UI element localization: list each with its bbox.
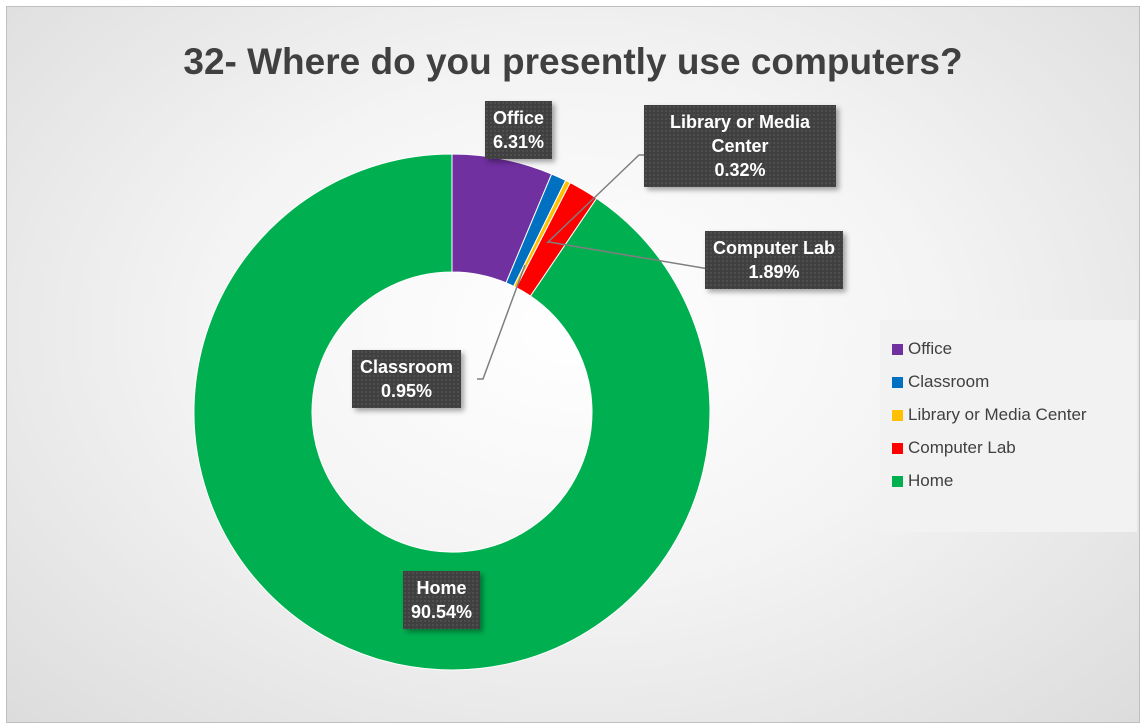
legend-label-home: Home bbox=[908, 471, 954, 490]
label-classroom-value: 0.95% bbox=[381, 381, 433, 401]
legend-item-library: Library or Media Center bbox=[880, 403, 1137, 427]
label-library-name: Library or Media Center bbox=[669, 112, 811, 156]
label-computer-lab-value: 1.89% bbox=[748, 262, 800, 282]
label-home-value: 90.54% bbox=[411, 602, 473, 622]
label-library-value: 0.32% bbox=[714, 160, 766, 180]
label-computer-lab-name: Computer Lab bbox=[713, 238, 836, 258]
leader-line-classroom bbox=[477, 264, 526, 380]
legend-label-classroom: Classroom bbox=[908, 372, 990, 391]
legend: Office Classroom Library or Media Center… bbox=[880, 320, 1137, 532]
legend-label-library: Library or Media Center bbox=[908, 405, 1087, 424]
legend-item-classroom: Classroom bbox=[880, 370, 1137, 394]
data-label-classroom: Classroom 0.95% bbox=[352, 350, 462, 408]
label-classroom-name: Classroom bbox=[360, 357, 454, 377]
chart-title: 32- Where do you presently use computers… bbox=[183, 41, 963, 82]
legend-swatch-classroom bbox=[892, 376, 903, 388]
legend-item-home: Home bbox=[880, 469, 1137, 493]
legend-item-office: Office bbox=[880, 337, 1137, 361]
chart-area: 32- Where do you presently use computers… bbox=[6, 6, 1140, 723]
label-office-value: 6.31% bbox=[493, 132, 545, 152]
legend-item-computer-lab: Computer Lab bbox=[880, 436, 1137, 460]
donut-chart bbox=[193, 153, 713, 671]
label-office-name: Office bbox=[493, 108, 545, 128]
slice-home bbox=[193, 153, 711, 671]
legend-swatch-home bbox=[892, 475, 903, 487]
legend-swatch-computer-lab bbox=[892, 442, 903, 454]
label-home-name: Home bbox=[416, 578, 467, 598]
data-label-computer-lab: Computer Lab 1.89% bbox=[705, 231, 844, 289]
legend-swatch-office bbox=[892, 343, 903, 355]
data-label-library: Library or Media Center 0.32% bbox=[644, 105, 836, 187]
legend-label-office: Office bbox=[908, 339, 953, 358]
legend-label-computer-lab: Computer Lab bbox=[908, 438, 1016, 457]
legend-swatch-library bbox=[892, 409, 903, 421]
data-label-office: Office 6.31% bbox=[485, 101, 553, 159]
data-label-home: Home 90.54% bbox=[403, 571, 481, 629]
